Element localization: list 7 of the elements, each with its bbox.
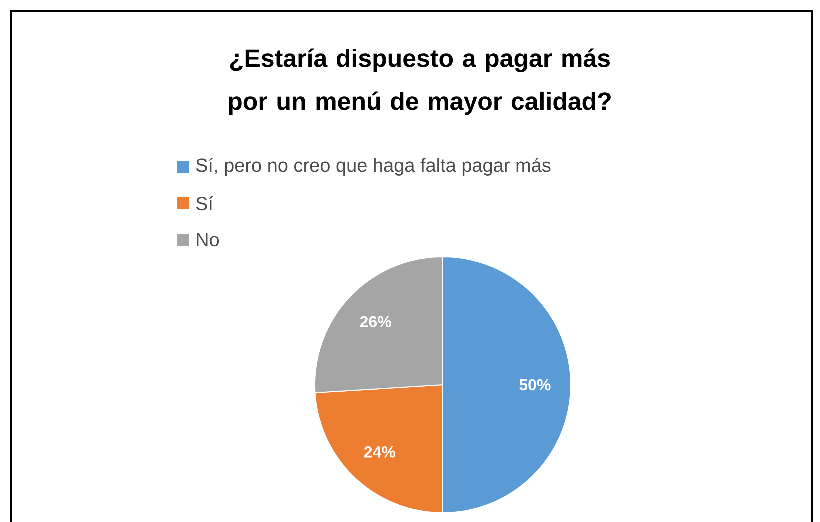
data-label: 24% <box>364 446 396 458</box>
data-label: 26% <box>360 316 392 328</box>
chart-title: ¿Estaría dispuesto a pagar más por un menú de mayor calidad? <box>229 48 611 116</box>
legend-label: No <box>197 233 220 247</box>
data-label: 50% <box>520 379 551 391</box>
legend-label: Sí, pero no creo que haga falta pagar más <box>196 158 551 176</box>
legend-label: Sí <box>196 196 214 211</box>
